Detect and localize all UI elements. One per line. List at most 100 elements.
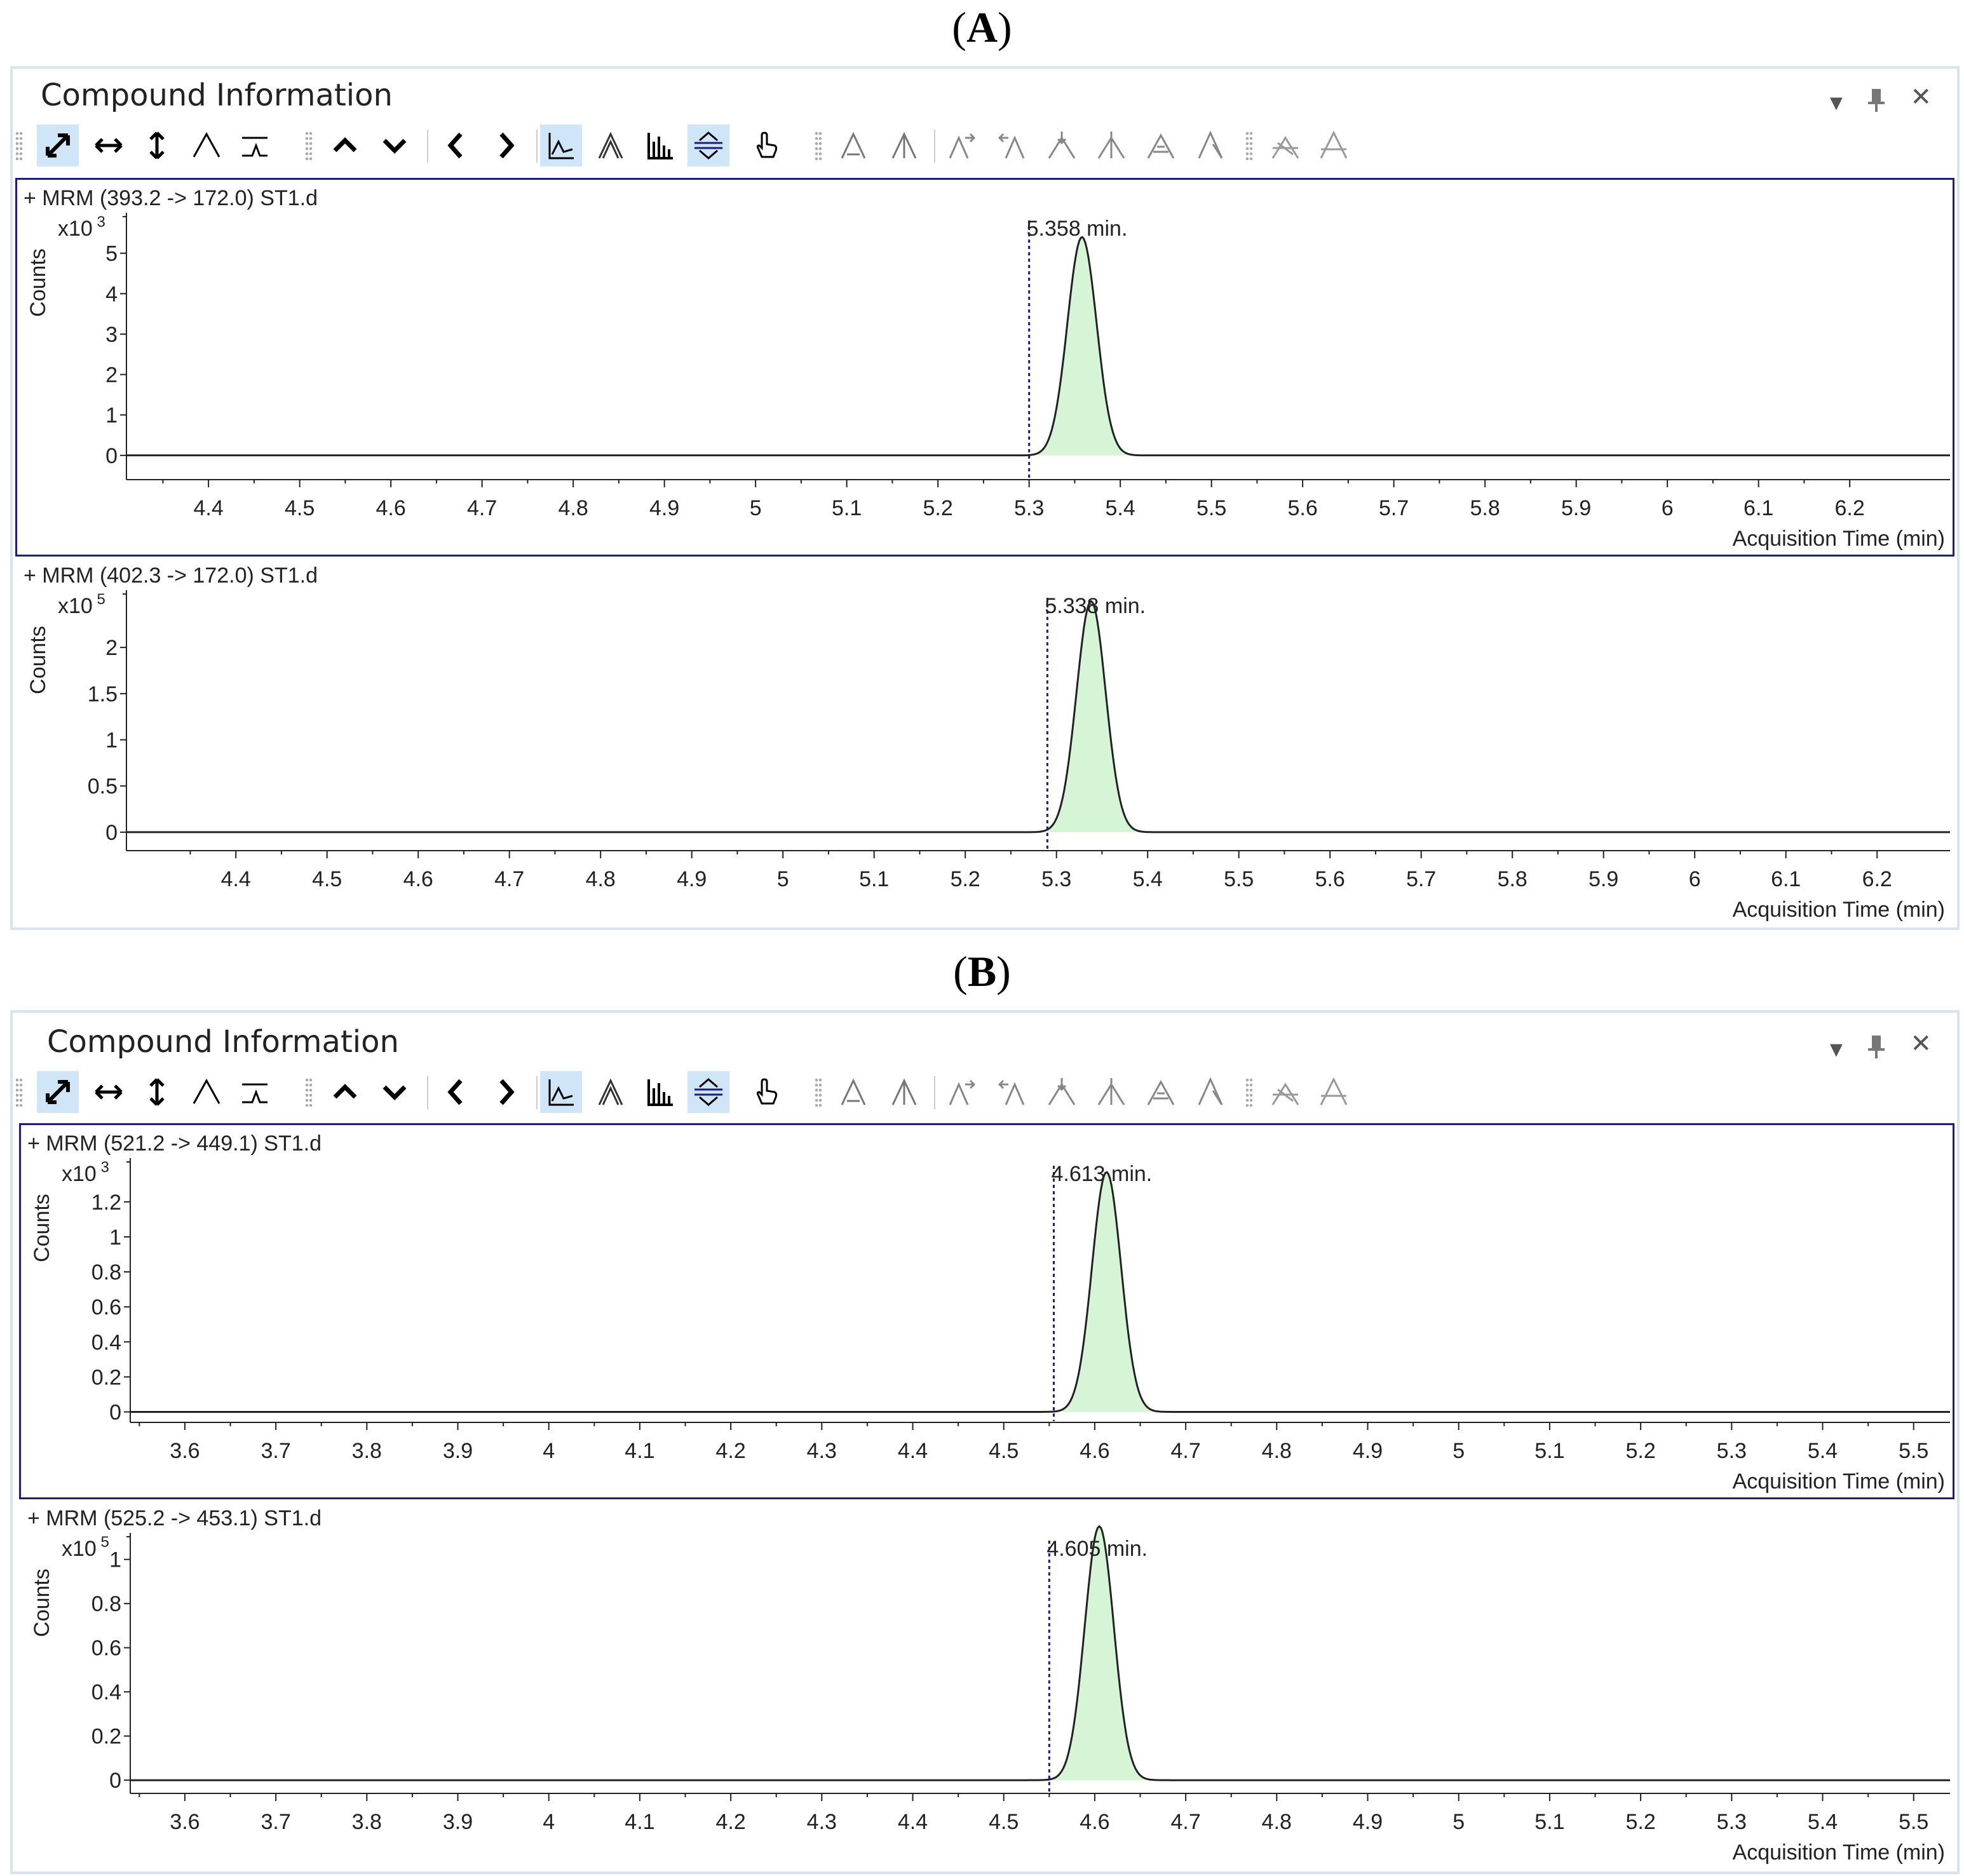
peak-single-icon: [891, 1078, 917, 1105]
next-button[interactable]: [485, 1071, 527, 1113]
close-icon[interactable]: ✕: [1910, 1030, 1932, 1058]
chromatogram-plot-1[interactable]: + MRM (393.2 -> 172.0) ST1.d Counts x10 3 0…: [15, 178, 1954, 557]
overlay-button[interactable]: [540, 1071, 582, 1113]
x-tick-label: 5.6: [1288, 496, 1318, 520]
pin-icon[interactable]: [1866, 88, 1887, 119]
chromatogram-plot-2[interactable]: + MRM (402.3 -> 172.0) ST1.d Counts x10 5 0…: [15, 555, 1954, 928]
chromatogram-trace: [130, 1171, 1950, 1413]
x-tick-label: 5.2: [951, 867, 980, 891]
x-tick-label: 4.9: [649, 496, 679, 520]
peak-label: 5.358 min.: [1027, 217, 1128, 241]
down-icon: [383, 138, 407, 154]
toolbar: [13, 1071, 1957, 1122]
peak-down-button[interactable]: [1041, 125, 1083, 166]
peak-button[interactable]: [186, 125, 227, 166]
chromatogram-plot-3[interactable]: + MRM (521.2 -> 449.1) ST1.d Counts x10 3 0…: [19, 1123, 1954, 1499]
peak-merge-button[interactable]: [1140, 125, 1182, 166]
bar-button[interactable]: [639, 1071, 681, 1113]
peak-delete-button[interactable]: [1264, 1071, 1306, 1113]
peak-split-button[interactable]: [1090, 125, 1132, 166]
toolbar-grip[interactable]: [1245, 1077, 1253, 1107]
x-tick-label: 4.9: [1353, 1439, 1383, 1463]
toolbar-grip[interactable]: [15, 131, 23, 160]
integrate-button[interactable]: [832, 1071, 874, 1113]
next-button[interactable]: [485, 125, 527, 166]
dropdown-icon[interactable]: ▾: [1829, 88, 1843, 116]
peak-edit-button[interactable]: [1189, 125, 1231, 166]
peak-split-button[interactable]: [1090, 1071, 1132, 1113]
toolbar-grip[interactable]: [15, 1077, 23, 1107]
integrate-button[interactable]: [832, 125, 874, 166]
panel-title: Compound Information: [47, 1024, 399, 1060]
split-button[interactable]: [687, 125, 729, 166]
x-tick-label: 4.4: [898, 1439, 928, 1463]
dropdown-icon[interactable]: ▾: [1829, 1035, 1843, 1063]
peak-split-icon: [1097, 132, 1125, 159]
x-tick-label: 5.4: [1106, 496, 1135, 520]
toolbar-grip[interactable]: [815, 131, 822, 160]
peak-clear-button[interactable]: [1313, 1071, 1355, 1113]
chromatogram-plot-4[interactable]: + MRM (525.2 -> 453.1) ST1.d Counts x10 5 0…: [19, 1498, 1954, 1870]
stack-icon: [598, 1078, 623, 1105]
autoscale-button[interactable]: [37, 125, 79, 166]
peak-single-button[interactable]: [883, 125, 925, 166]
x-tick-label: 4.4: [898, 1810, 928, 1834]
toolbar-grip[interactable]: [305, 1077, 313, 1107]
toolbar-separator: [427, 130, 428, 163]
split-icon: [694, 132, 722, 159]
x-tick-label: 5.1: [1534, 1810, 1564, 1834]
previous-button[interactable]: [435, 125, 477, 166]
autoscale-y-button[interactable]: [136, 125, 178, 166]
toolbar-grip[interactable]: [1245, 131, 1253, 160]
peak-add-left-button[interactable]: [990, 125, 1032, 166]
baseline-button[interactable]: [234, 125, 276, 166]
x-tick-label: 4.6: [376, 496, 406, 520]
stack-button[interactable]: [590, 125, 632, 166]
peak-clear-button[interactable]: [1313, 125, 1355, 166]
peak-button[interactable]: [186, 1071, 227, 1113]
down-button[interactable]: [374, 125, 416, 166]
x-tick-label: 3.8: [352, 1439, 382, 1463]
baseline-button[interactable]: [234, 1071, 276, 1113]
x-tick-label: 5.3: [1014, 496, 1044, 520]
y-tick-label: 0: [109, 1400, 121, 1424]
x-tick-label: 6: [1689, 867, 1701, 891]
peak-down-button[interactable]: [1041, 1071, 1083, 1113]
hand-button[interactable]: [745, 1071, 787, 1113]
autoscale-x-button[interactable]: [88, 1071, 130, 1113]
hand-button[interactable]: [745, 125, 787, 166]
peak-delete-button[interactable]: [1264, 125, 1306, 166]
split-button[interactable]: [687, 1071, 729, 1113]
peak-add-right-button[interactable]: [942, 125, 984, 166]
x-tick-label: 4.8: [1262, 1439, 1292, 1463]
peak-merge-button[interactable]: [1140, 1071, 1182, 1113]
previous-button[interactable]: [435, 1071, 477, 1113]
peak-add-right-button[interactable]: [942, 1071, 984, 1113]
toolbar-separator: [427, 1076, 428, 1109]
peak-delete-icon: [1271, 136, 1299, 159]
up-button[interactable]: [324, 1071, 366, 1113]
autoscale-x-button[interactable]: [88, 125, 130, 166]
bar-button[interactable]: [639, 125, 681, 166]
peak-add-left-button[interactable]: [990, 1071, 1032, 1113]
y-tick-label: 1: [105, 403, 118, 428]
x-tick-label: 4.6: [403, 867, 433, 891]
x-tick-label: 5.5: [1196, 496, 1226, 520]
peak-split-icon: [1097, 1078, 1125, 1105]
x-tick-label: 6: [1662, 496, 1674, 520]
up-button[interactable]: [324, 125, 366, 166]
pin-icon[interactable]: [1866, 1034, 1887, 1066]
peak-down-icon: [1048, 1078, 1076, 1105]
hand-icon: [756, 1078, 778, 1105]
toolbar-grip[interactable]: [815, 1077, 822, 1107]
overlay-button[interactable]: [540, 125, 582, 166]
toolbar-grip[interactable]: [305, 131, 313, 160]
peak-single-button[interactable]: [883, 1071, 925, 1113]
peak-edit-button[interactable]: [1189, 1071, 1231, 1113]
x-tick-label: 5.5: [1899, 1439, 1928, 1463]
close-icon[interactable]: ✕: [1910, 83, 1932, 111]
autoscale-y-button[interactable]: [136, 1071, 178, 1113]
autoscale-button[interactable]: [37, 1071, 79, 1113]
down-button[interactable]: [374, 1071, 416, 1113]
stack-button[interactable]: [590, 1071, 632, 1113]
